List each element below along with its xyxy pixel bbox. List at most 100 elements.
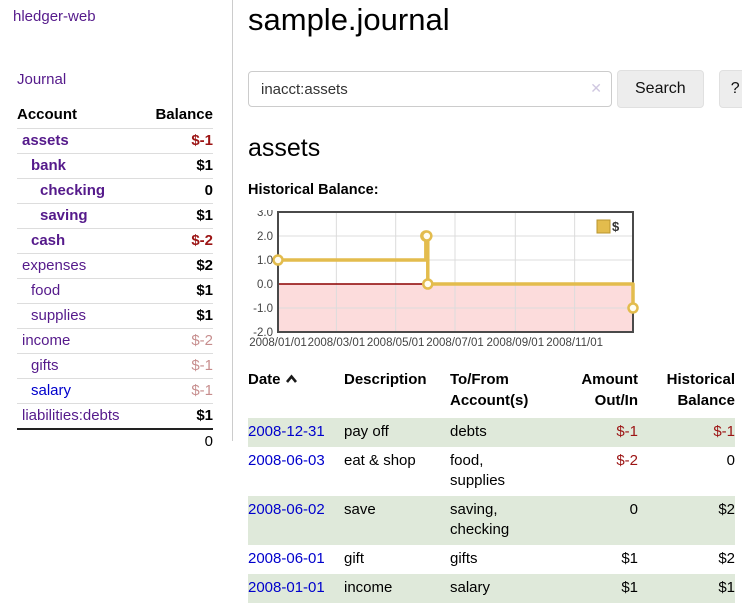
transaction-date-link[interactable]: 2008-12-31 xyxy=(248,423,325,440)
transaction-date-link[interactable]: 2008-06-03 xyxy=(248,452,325,469)
account-row-saving: saving $1 xyxy=(17,203,213,229)
account-row-gifts: gifts $-1 xyxy=(17,353,213,379)
sort-ascending-icon xyxy=(285,369,298,390)
search-input[interactable] xyxy=(248,71,612,107)
transaction-accounts: gifts xyxy=(450,550,478,567)
account-link-liabilities-debts[interactable]: liabilities:debts xyxy=(22,407,120,424)
tofrom-column-header: To/From Account(s) xyxy=(450,371,529,409)
date-column-header[interactable]: Date xyxy=(248,369,344,418)
account-column-header: Account xyxy=(17,106,77,123)
transaction-balance: $2 xyxy=(718,550,735,567)
account-row-income: income $-2 xyxy=(17,328,213,354)
transaction-amount: $-2 xyxy=(616,452,638,469)
accounts-header-row: Account Balance xyxy=(17,106,213,129)
transaction-accounts: debts xyxy=(450,418,550,447)
register-row: 2008-06-03 eat & shop food, supplies $-2… xyxy=(248,447,735,496)
search-button[interactable]: Search xyxy=(617,70,704,108)
register-header-row: Date Description To/From Account(s) Amou… xyxy=(248,369,735,418)
accounts-total-row: 0 xyxy=(17,428,213,454)
svg-text:1.0: 1.0 xyxy=(257,255,273,267)
account-link-cash[interactable]: cash xyxy=(31,232,66,249)
account-balance: $-2 xyxy=(142,228,213,254)
svg-text:2008/07/01: 2008/07/01 xyxy=(426,337,484,349)
svg-text:3.0: 3.0 xyxy=(257,210,273,219)
account-balance: $1 xyxy=(142,278,213,304)
transaction-balance: $1 xyxy=(638,574,735,603)
account-row-salary: salary $-1 xyxy=(17,378,213,404)
svg-text:2008/11/01: 2008/11/01 xyxy=(546,337,603,349)
register-row: 2008-12-31 pay off debts $-1 $-1 xyxy=(248,418,735,447)
account-balance: $-1 xyxy=(142,128,213,154)
account-link-supplies[interactable]: supplies xyxy=(31,307,87,324)
clear-search-icon[interactable]: ✕ xyxy=(590,80,602,96)
sidebar-item-journal[interactable]: Journal xyxy=(17,71,67,88)
account-link-checking[interactable]: checking xyxy=(40,182,106,199)
account-link-gifts[interactable]: gifts xyxy=(31,357,59,374)
transaction-amount: $1 xyxy=(621,550,638,567)
transaction-balance: $-1 xyxy=(638,418,735,447)
transaction-description: eat & shop xyxy=(344,452,416,469)
account-link-saving[interactable]: saving xyxy=(40,207,88,224)
description-column-header: Description xyxy=(344,371,427,388)
account-balance: $1 xyxy=(142,303,213,329)
account-row-bank: bank $1 xyxy=(17,153,213,179)
transaction-balance: 0 xyxy=(726,452,735,469)
main-content: sample.journal ✕ Search ? assets Histori… xyxy=(233,0,742,603)
transaction-balance: $2 xyxy=(638,496,735,545)
transaction-amount: $1 xyxy=(550,574,638,603)
page-title: sample.journal xyxy=(248,2,450,37)
register-table: Date Description To/From Account(s) Amou… xyxy=(248,369,735,603)
transaction-date-link[interactable]: 2008-06-01 xyxy=(248,550,325,567)
transaction-description: income xyxy=(344,574,450,603)
account-link-food[interactable]: food xyxy=(31,282,61,299)
account-balance: $-1 xyxy=(142,353,213,379)
svg-text:2.0: 2.0 xyxy=(257,231,273,243)
transaction-amount: 0 xyxy=(550,496,638,545)
account-link-bank[interactable]: bank xyxy=(31,157,67,174)
account-link-salary[interactable]: salary xyxy=(31,382,72,399)
chart-title: Historical Balance: xyxy=(248,182,379,198)
transaction-description: gift xyxy=(344,550,365,567)
svg-text:0.0: 0.0 xyxy=(257,279,273,291)
account-balance: $1 xyxy=(142,203,213,229)
svg-text:$: $ xyxy=(612,219,620,234)
register-row: 2008-06-02 save saving, checking 0 $2 xyxy=(248,496,735,545)
account-row-liabilities-debts: liabilities:debts $1 xyxy=(17,403,213,429)
account-row-cash: cash $-2 xyxy=(17,228,213,254)
amount-column-header: Amount Out/In xyxy=(581,371,638,409)
account-row-expenses: expenses $2 xyxy=(17,253,213,279)
account-row-food: food $1 xyxy=(17,278,213,304)
svg-text:2008/01/01: 2008/01/01 xyxy=(249,337,307,349)
account-row-assets: assets $-1 xyxy=(17,128,213,154)
app-title-link[interactable]: hledger-web xyxy=(13,8,96,25)
search-form: ✕ Search ? xyxy=(248,70,742,108)
svg-text:-2.0: -2.0 xyxy=(253,327,273,339)
svg-text:2008/09/01: 2008/09/01 xyxy=(487,337,545,349)
account-row-supplies: supplies $1 xyxy=(17,303,213,329)
account-balance: $1 xyxy=(142,153,213,179)
register-row: 2008-06-01 gift gifts $1 $2 xyxy=(248,545,735,574)
transaction-description: pay off xyxy=(344,418,450,447)
transaction-amount: $-1 xyxy=(550,418,638,447)
account-balance: $-1 xyxy=(142,378,213,404)
transaction-accounts: saving, checking xyxy=(450,496,550,545)
historical-balance-chart[interactable]: 3.0 2.0 1.0 0.0 -1.0 -2.0 2008/01/01 2008/03/01… xyxy=(248,210,742,352)
transaction-date-link[interactable]: 2008-06-02 xyxy=(248,501,325,518)
balance-column-header: Historical Balance xyxy=(666,371,735,409)
account-link-income[interactable]: income xyxy=(22,332,71,349)
accounts-table: Account Balance assets $-1 bank $1 check… xyxy=(17,106,213,454)
account-row-checking: checking 0 xyxy=(17,178,213,204)
account-balance: $2 xyxy=(142,253,213,279)
account-link-expenses[interactable]: expenses xyxy=(22,257,87,274)
account-balance: $-2 xyxy=(142,328,213,354)
register-row: 2008-01-01 income salary $1 $1 xyxy=(248,574,735,603)
account-link-assets[interactable]: assets xyxy=(22,132,69,149)
transaction-accounts: salary xyxy=(450,574,550,603)
help-button[interactable]: ? xyxy=(718,70,742,108)
sidebar: hledger-web Journal Account Balance asse… xyxy=(0,0,233,454)
transaction-accounts: food, supplies xyxy=(450,452,506,489)
account-balance: 0 xyxy=(142,178,213,204)
account-balance: $1 xyxy=(142,403,213,429)
